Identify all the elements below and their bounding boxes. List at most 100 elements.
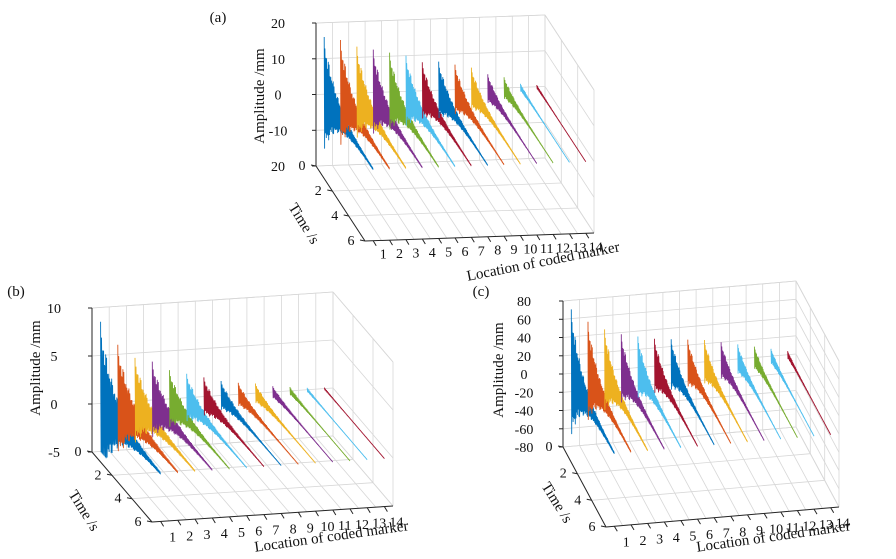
series-trace-marker-9 — [237, 382, 299, 465]
grid-line — [795, 353, 840, 435]
time-tick-mark — [126, 497, 133, 500]
z-axis-title: Amplitude /mm — [28, 320, 44, 416]
marker-tick-label: 9 — [307, 521, 314, 536]
grid-line — [729, 432, 773, 513]
z-tick-label: 0 — [275, 89, 282, 104]
series-trace-marker-13 — [770, 348, 815, 437]
grid-line — [332, 291, 394, 363]
marker-tick-mark — [366, 507, 371, 513]
z-axis-title: Amplitude /mm — [252, 48, 268, 144]
time-tick-mark — [327, 189, 333, 192]
series-trace-marker-8 — [220, 380, 282, 466]
grid-line — [795, 299, 840, 380]
series-trace-marker-3 — [604, 329, 648, 452]
time-axis-line — [91, 451, 153, 523]
z-tick-label: -80 — [515, 441, 534, 456]
marker-tick-mark — [263, 514, 268, 520]
marker-tick-mark — [796, 510, 801, 516]
grid-line — [332, 387, 394, 459]
marker-tick-mark — [383, 506, 388, 512]
marker-tick-mark — [454, 237, 459, 244]
series-trace-marker-12 — [503, 77, 554, 164]
series-trace-marker-4 — [620, 334, 665, 450]
z-tick-label: 60 — [517, 313, 531, 328]
z-tick-label: -40 — [515, 405, 534, 420]
marker-tick-label: 3 — [204, 528, 211, 543]
series-trace-marker-13 — [306, 387, 368, 461]
marker-tick-mark — [229, 516, 233, 523]
marker-tick-label: 5 — [238, 526, 245, 541]
z-tick-label: 20 — [271, 160, 285, 175]
grid-line — [544, 14, 595, 91]
series-trace-marker-1 — [570, 309, 615, 455]
grid-line — [695, 435, 740, 516]
grid-line — [263, 440, 325, 511]
marker-tick-mark — [613, 526, 618, 532]
series-trace-marker-11 — [272, 386, 334, 463]
series-trace-marker-10 — [470, 67, 521, 165]
series-trace-marker-5 — [637, 336, 682, 449]
marker-tick-mark — [332, 509, 337, 516]
marker-axis-line — [364, 232, 595, 242]
marker-tick-label: 10 — [321, 520, 335, 535]
grid-line — [562, 298, 797, 320]
series-trace-marker-3 — [134, 357, 196, 472]
marker-tick-mark — [405, 239, 410, 245]
grid-line — [462, 160, 513, 237]
time-tick-mark — [586, 498, 592, 501]
marker-tick-label: 4 — [429, 246, 436, 261]
marker-tick-mark — [630, 524, 635, 531]
grid-line — [795, 372, 840, 453]
z-tick-label: 10 — [271, 53, 285, 68]
time-tick-mark — [557, 445, 564, 448]
grid-line — [229, 442, 291, 514]
grid-line — [298, 438, 359, 509]
marker-tick-label: 8 — [739, 525, 746, 540]
marker-tick-mark — [487, 236, 492, 242]
grid-line — [712, 433, 757, 515]
marker-tick-mark — [519, 235, 524, 241]
time-tick-mark — [86, 450, 93, 453]
grid-line — [795, 280, 840, 362]
z-tick-label: 10 — [47, 302, 61, 317]
marker-tick-label: 3 — [412, 247, 419, 262]
time-tick-label: 0 — [299, 159, 306, 174]
z-tick-label: 20 — [517, 350, 531, 365]
marker-tick-label: 5 — [445, 245, 452, 260]
marker-tick-mark — [372, 240, 377, 246]
grid-line — [413, 162, 464, 238]
time-tick-label: 2 — [315, 184, 322, 199]
z-tick-label: 5 — [51, 350, 58, 365]
data-series — [100, 321, 385, 475]
series-trace-marker-7 — [670, 339, 715, 446]
series-trace-marker-12 — [753, 346, 798, 438]
grid-line — [562, 317, 797, 338]
marker-tick-label: 11 — [786, 521, 799, 536]
grid-line — [126, 449, 187, 520]
grid-line — [662, 438, 707, 519]
panel-label: (a) — [210, 10, 227, 26]
marker-axis-line — [605, 506, 840, 528]
marker-tick-label: 10 — [523, 243, 537, 258]
grid-line — [91, 339, 334, 357]
z-tick-label: 40 — [517, 332, 531, 347]
grid-line — [629, 441, 673, 522]
grid-line — [91, 291, 334, 309]
data-series — [323, 36, 587, 171]
grid-line — [544, 86, 595, 162]
grid-line — [795, 390, 840, 471]
grid-line — [612, 442, 657, 523]
marker-tick-label: 6 — [462, 245, 469, 260]
series-trace-marker-9 — [704, 339, 748, 443]
grid-line — [528, 158, 578, 234]
marker-axis-line — [151, 505, 394, 523]
marker-tick-label: 7 — [723, 527, 730, 542]
grid-line — [595, 443, 640, 525]
series-trace-marker-13 — [520, 83, 570, 163]
marker-tick-mark — [470, 237, 475, 243]
z-tick-label: -20 — [515, 386, 534, 401]
marker-tick-mark — [194, 518, 199, 525]
data-series — [570, 309, 832, 455]
marker-tick-mark — [585, 233, 590, 239]
